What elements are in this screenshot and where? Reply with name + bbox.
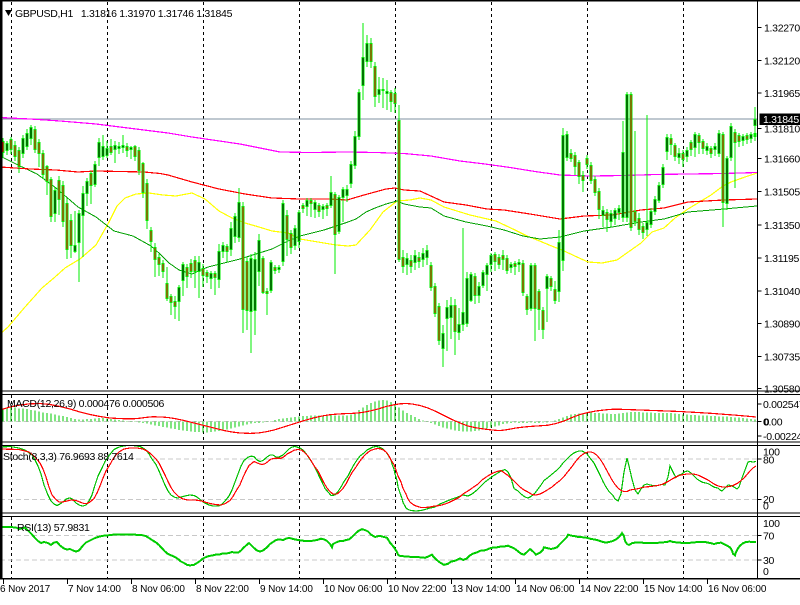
svg-text:1.30580: 1.30580 xyxy=(764,384,800,396)
svg-text:14 Nov 06:00: 14 Nov 06:00 xyxy=(516,584,575,595)
svg-text:8 Nov 22:00: 8 Nov 22:00 xyxy=(196,584,249,595)
svg-text:10 Nov 22:00: 10 Nov 22:00 xyxy=(388,584,447,595)
svg-text:1.31350: 1.31350 xyxy=(764,220,800,232)
svg-text:Stoch(8,3,3) 76.9693 88.7614: Stoch(8,3,3) 76.9693 88.7614 xyxy=(3,451,134,463)
svg-text:1.30890: 1.30890 xyxy=(764,318,800,330)
svg-text:RSI(13) 57.9831: RSI(13) 57.9831 xyxy=(17,522,90,534)
svg-text:0.00: 0.00 xyxy=(763,417,783,429)
svg-text:GBPUSD,H1 1.31816 1.31970 1.: GBPUSD,H1 1.31816 1.31970 1.31746 1.3184… xyxy=(15,8,233,20)
svg-text:0.002547: 0.002547 xyxy=(763,399,800,411)
svg-text:1.32120: 1.32120 xyxy=(764,55,800,67)
svg-text:-0.00224: -0.00224 xyxy=(763,431,800,443)
svg-text:1.31505: 1.31505 xyxy=(764,187,800,199)
svg-text:MACD(12,26,9) 0.000476 0.00050: MACD(12,26,9) 0.000476 0.000506 xyxy=(7,398,165,410)
svg-text:9 Nov 14:00: 9 Nov 14:00 xyxy=(260,584,313,595)
svg-text:100: 100 xyxy=(763,518,780,530)
svg-text:1.31845: 1.31845 xyxy=(763,114,799,126)
svg-text:8 Nov 06:00: 8 Nov 06:00 xyxy=(132,584,185,595)
svg-text:1.31195: 1.31195 xyxy=(764,253,800,265)
svg-text:15 Nov 14:00: 15 Nov 14:00 xyxy=(644,584,703,595)
svg-text:70: 70 xyxy=(763,531,775,543)
svg-text:1.31965: 1.31965 xyxy=(764,88,800,100)
svg-text:30: 30 xyxy=(763,555,775,567)
svg-text:10 Nov 06:00: 10 Nov 06:00 xyxy=(324,584,383,595)
svg-text:0: 0 xyxy=(763,501,769,513)
svg-text:1.31660: 1.31660 xyxy=(764,153,800,165)
svg-text:14 Nov 22:00: 14 Nov 22:00 xyxy=(580,584,639,595)
svg-text:1.30735: 1.30735 xyxy=(764,352,800,364)
svg-text:0: 0 xyxy=(763,566,769,578)
svg-text:80: 80 xyxy=(763,455,775,467)
svg-text:1.32270: 1.32270 xyxy=(764,23,800,35)
svg-text:6 Nov 2017: 6 Nov 2017 xyxy=(0,584,51,595)
svg-text:13 Nov 14:00: 13 Nov 14:00 xyxy=(452,584,511,595)
svg-text:1.31040: 1.31040 xyxy=(764,286,800,298)
svg-text:7 Nov 14:00: 7 Nov 14:00 xyxy=(68,584,121,595)
svg-text:16 Nov 06:00: 16 Nov 06:00 xyxy=(708,584,767,595)
